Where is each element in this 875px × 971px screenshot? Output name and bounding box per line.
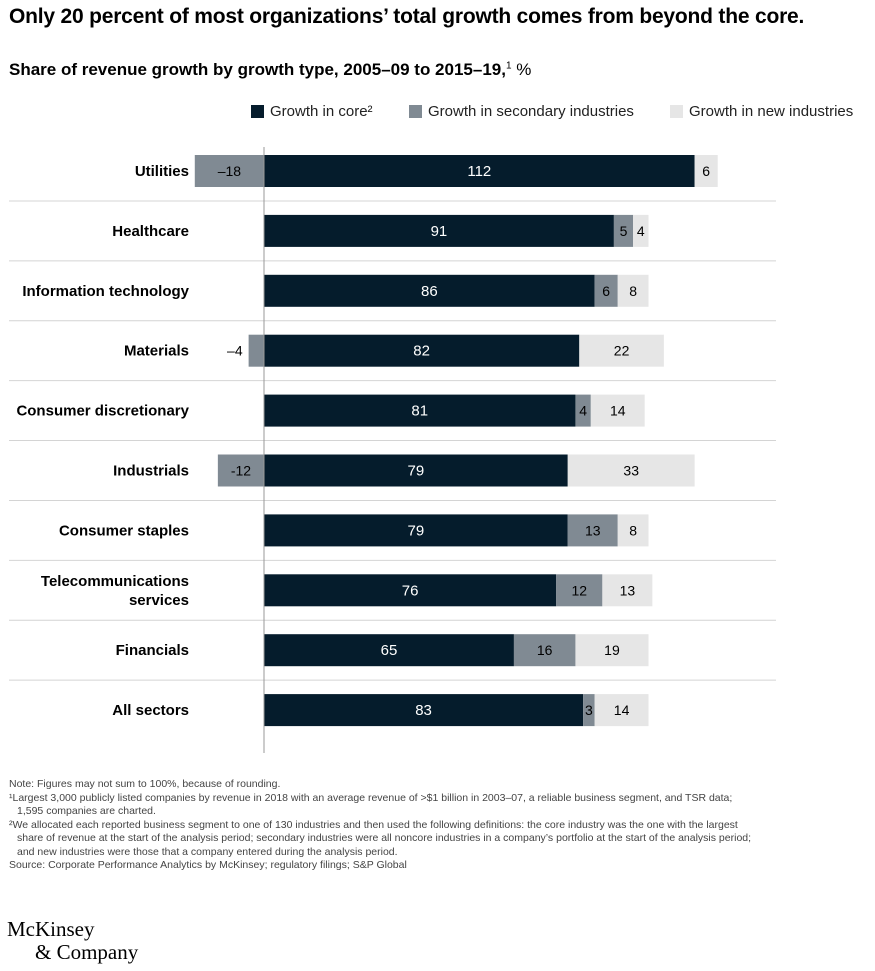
bar-secondary	[567, 514, 618, 547]
value-label-core: 79	[408, 522, 425, 539]
bar-core	[264, 694, 584, 727]
bar-secondary	[194, 155, 264, 187]
bar-secondary	[248, 334, 264, 367]
category-label: Consumer discretionary	[16, 403, 189, 420]
legend-swatch-core	[251, 105, 264, 118]
value-label-core: 65	[381, 642, 398, 659]
bar-new	[617, 274, 649, 307]
category-label: Materials	[124, 343, 189, 360]
bar-secondary	[613, 214, 634, 247]
value-label-new: 8	[629, 283, 637, 299]
value-label-core: 83	[415, 702, 432, 719]
bar-core	[264, 394, 576, 427]
value-label-secondary: –18	[218, 163, 242, 179]
bar-new	[567, 454, 695, 487]
bar-new	[617, 514, 649, 547]
value-label-core: 81	[411, 403, 428, 420]
note-rounding: Note: Figures may not sum to 100%, becau…	[9, 778, 281, 790]
chart-subtitle: Share of revenue growth by growth type, …	[9, 60, 531, 80]
category-label: services	[129, 592, 189, 609]
value-label-secondary: 5	[620, 223, 628, 239]
category-label: Financials	[116, 642, 189, 659]
subtitle-footnote-marker: 1	[505, 60, 512, 72]
value-label-core: 76	[402, 582, 419, 599]
bar-new	[575, 634, 649, 667]
subtitle-unit: %	[511, 60, 532, 79]
value-label-new: 4	[637, 223, 645, 239]
value-label-core: 82	[413, 343, 430, 360]
footnote-1-line-2: 1,595 companies are charted.	[17, 805, 156, 817]
category-label: Information technology	[22, 283, 189, 300]
footnote-2-line-2: share of revenue at the start of the ana…	[17, 832, 752, 844]
value-label-secondary: 13	[585, 522, 601, 538]
value-label-secondary: 16	[537, 642, 553, 658]
value-label-secondary: 6	[602, 283, 610, 299]
chart-title: Only 20 percent of most organizations’ t…	[9, 5, 805, 28]
value-label-core: 86	[421, 283, 438, 300]
legend-item-core: Growth in core²	[251, 103, 373, 120]
value-label-new: 14	[614, 702, 630, 718]
legend-label-secondary: Growth in secondary industries	[428, 103, 634, 120]
value-label-secondary: 12	[572, 582, 588, 598]
category-label: Consumer staples	[59, 522, 189, 539]
category-label: Telecommunications	[41, 573, 189, 590]
bar-new	[590, 394, 645, 427]
value-label-new: 33	[623, 463, 639, 479]
logo-line-2: & Company	[35, 940, 139, 964]
legend-label-core: Growth in core²	[270, 103, 373, 120]
bar-core	[264, 634, 514, 667]
bar-core	[264, 514, 568, 547]
value-label-secondary: 4	[579, 403, 587, 419]
bar-core	[264, 334, 580, 367]
footnotes: Note: Figures may not sum to 100%, becau…	[9, 778, 859, 873]
category-label: Utilities	[135, 163, 189, 180]
category-label: All sectors	[112, 702, 189, 719]
value-label-secondary: –4	[227, 343, 243, 359]
bar-secondary	[217, 454, 264, 487]
bar-core	[264, 274, 595, 307]
bar-secondary	[583, 694, 595, 727]
value-label-new: 14	[610, 403, 626, 419]
value-label-core: 91	[431, 223, 448, 240]
footnote-1-line-1: ¹Largest 3,000 publicly listed companies…	[9, 791, 733, 804]
bar-core	[264, 454, 568, 487]
footnote-2-line-1: ²We allocated each reported business seg…	[9, 818, 738, 831]
value-label-new: 22	[614, 343, 630, 359]
bar-new	[594, 694, 649, 727]
source-note: Source: Corporate Performance Analytics …	[9, 859, 407, 871]
value-label-new: 19	[604, 642, 620, 658]
legend-label-new: Growth in new industries	[689, 103, 854, 120]
bar-secondary	[556, 574, 603, 607]
value-label-new: 13	[620, 582, 636, 598]
bar-core	[264, 574, 557, 607]
value-label-new: 8	[629, 522, 637, 538]
bar-new	[694, 155, 718, 187]
value-label-secondary: 3	[585, 702, 593, 718]
subtitle-text: Share of revenue growth by growth type, …	[9, 60, 506, 79]
bar-core	[264, 155, 695, 187]
legend-swatch-secondary	[409, 105, 422, 118]
value-label-secondary: -12	[231, 463, 251, 479]
legend-swatch-new	[670, 105, 683, 118]
legend-item-new: Growth in new industries	[670, 103, 853, 120]
bar-secondary	[594, 274, 618, 307]
category-label: Industrials	[113, 463, 189, 480]
mckinsey-logo: McKinsey & Company	[7, 918, 138, 964]
value-label-core: 79	[408, 463, 425, 480]
footnote-2-line-3: and new industries were those that a com…	[17, 845, 398, 858]
bar-new	[633, 214, 649, 247]
legend-item-secondary: Growth in secondary industries	[409, 103, 634, 120]
bar-secondary	[513, 634, 576, 667]
bar-new	[579, 334, 664, 367]
bar-new	[602, 574, 653, 607]
bar-core	[264, 214, 614, 247]
category-label: Healthcare	[112, 223, 189, 240]
logo-line-1: McKinsey	[7, 917, 95, 941]
value-label-new: 6	[702, 163, 710, 179]
value-label-core: 112	[467, 163, 491, 180]
bar-secondary	[575, 394, 591, 427]
